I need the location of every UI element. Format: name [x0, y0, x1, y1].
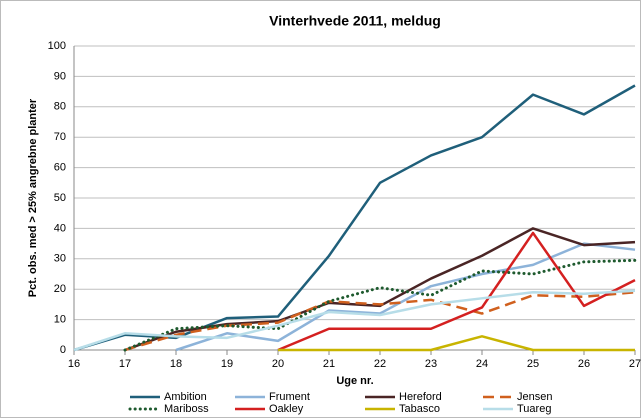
y-tick-label: 30 — [54, 253, 66, 265]
x-tick-label: 25 — [527, 358, 539, 370]
series-line — [123, 258, 637, 352]
x-tick-label: 18 — [170, 358, 182, 370]
y-tick-label: 0 — [60, 344, 66, 356]
x-tick-label: 16 — [68, 358, 80, 370]
x-tick-label: 27 — [629, 358, 641, 370]
y-tick-label: 90 — [54, 70, 66, 82]
y-tick-label: 40 — [54, 222, 66, 234]
y-tick-label: 60 — [54, 162, 66, 174]
y-tick-label: 80 — [54, 101, 66, 113]
x-tick-label: 23 — [425, 358, 437, 370]
x-tick-label: 20 — [272, 358, 284, 370]
series-line — [73, 289, 636, 352]
x-tick-label: 19 — [221, 358, 233, 370]
legend-label: Frument — [269, 391, 310, 403]
series-line — [278, 335, 635, 352]
y-tick-label: 100 — [48, 40, 66, 52]
x-axis-label: Uge nr. — [336, 375, 373, 387]
series-line — [124, 290, 636, 352]
legend-label: Hereford — [399, 391, 442, 403]
series-line — [175, 242, 636, 352]
series-line — [124, 227, 636, 352]
y-axis-label: Pct. obs. med > 25% angrebne planter — [27, 98, 39, 297]
legend-label: Mariboss — [164, 403, 209, 415]
x-tick-label: 26 — [578, 358, 590, 370]
y-tick-label: 70 — [54, 131, 66, 143]
legend-label: Tabasco — [399, 403, 440, 415]
x-tick-label: 21 — [323, 358, 335, 370]
legend-label: Oakley — [269, 403, 304, 415]
legend-label: Ambition — [164, 391, 207, 403]
y-tick-label: 50 — [54, 192, 66, 204]
x-tick-label: 22 — [374, 358, 386, 370]
y-tick-label: 10 — [54, 314, 66, 326]
chart-title: Vinterhvede 2011, meldug — [269, 13, 441, 29]
legend-label: Tuareg — [517, 403, 551, 415]
x-tick-label: 17 — [119, 358, 131, 370]
legend-label: Jensen — [517, 391, 552, 403]
y-tick-label: 20 — [54, 283, 66, 295]
x-tick-label: 24 — [476, 358, 488, 370]
